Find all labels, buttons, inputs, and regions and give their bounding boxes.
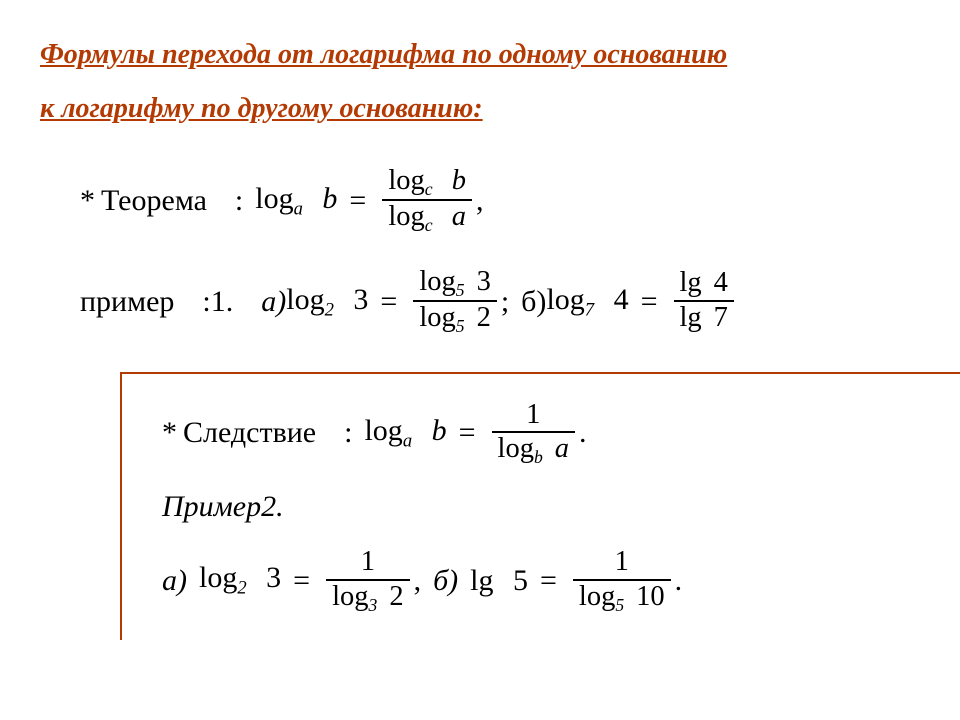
ex1a-lhs: log2 3 — [286, 280, 368, 323]
ex1b-lhs: log7 4 — [546, 280, 628, 323]
bullet-star: * — [80, 181, 101, 220]
example2-label: Пример2. — [162, 490, 284, 524]
page-title: Формулы перехода от логарифма по одному … — [40, 30, 920, 135]
ex2b-lhs: lg 5 — [470, 564, 528, 598]
corollary-label: Следствие — [183, 416, 316, 450]
theorem-lhs: loga b — [255, 179, 337, 222]
ex2-part-tag-a: а) — [162, 564, 187, 598]
ex2b-fraction: 1 log510 — [573, 546, 671, 615]
page: Формулы перехода от логарифма по одному … — [0, 0, 960, 660]
ex1a-fraction: log53 log52 — [413, 266, 497, 337]
example-label: пример — [80, 282, 174, 321]
bullet-star: * — [162, 416, 183, 450]
ex2a-fraction: 1 log32 — [326, 546, 410, 615]
title-line-1: Формулы перехода от логарифма по одному … — [40, 30, 920, 80]
title-line-2: к логарифму по другому основанию: — [40, 84, 920, 134]
colon: : — [235, 181, 243, 220]
theorem-fraction: logc b logc a — [382, 165, 472, 236]
ex2-part-tag-b: б) — [433, 564, 458, 598]
example-1-row: пример : 1. а) log2 3 = log53 log52 ; б)… — [40, 266, 920, 337]
ex1b-fraction: lg4 lg7 — [674, 267, 734, 335]
theorem-row: * Теорема : loga b = logc b logc a , — [40, 165, 920, 236]
corollary-lhs: loga b — [364, 414, 446, 453]
theorem-label: Теорема — [101, 181, 207, 220]
ex2a-lhs: log2 3 — [199, 561, 281, 600]
corollary-fraction: 1 logba — [492, 399, 576, 468]
corollary-box: * Следствие : loga b = 1 logba . Пример2… — [120, 372, 960, 641]
part-tag-b: б) — [521, 282, 546, 321]
part-tag-a: а) — [261, 282, 286, 321]
